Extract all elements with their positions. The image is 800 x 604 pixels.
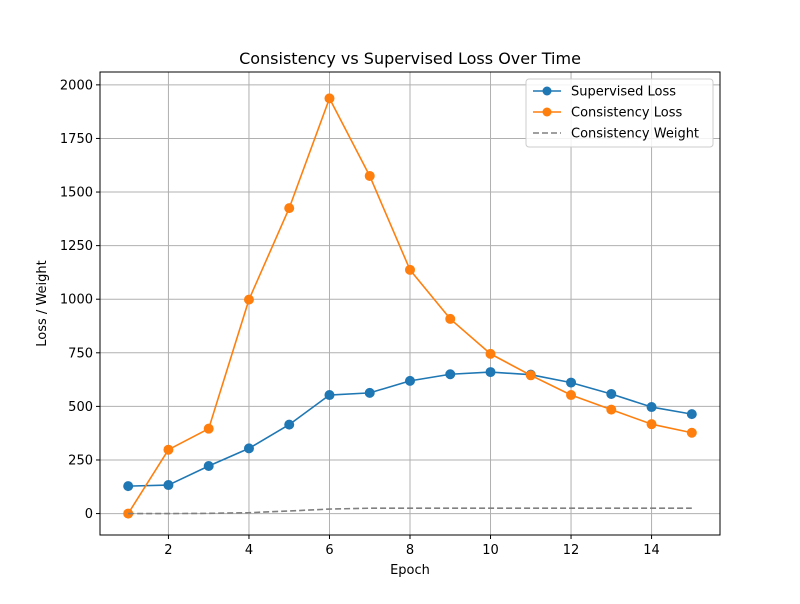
x-tick-label: 12 [563, 543, 580, 558]
supervised-loss-point [445, 369, 456, 380]
consistency-loss-point [525, 370, 536, 381]
supervised-loss-point [646, 402, 657, 413]
x-tick-label: 4 [245, 543, 253, 558]
legend-label: Consistency Weight [571, 127, 699, 142]
supervised-loss-point [203, 460, 214, 471]
y-tick-label: 0 [85, 507, 93, 522]
supervised-loss-point [324, 390, 335, 401]
legend-item-consistency-weight: Consistency Weight [533, 127, 699, 142]
legend-box [525, 78, 714, 148]
x-axis-label: Epoch [390, 563, 430, 578]
y-tick-label: 1500 [60, 186, 93, 201]
supervised-loss-point [686, 409, 697, 420]
legend-swatch-marker [542, 86, 552, 96]
consistency-loss-point [606, 404, 617, 415]
supervised-loss-point [364, 387, 375, 398]
supervised-loss-point [485, 367, 496, 378]
x-tick-label: 6 [325, 543, 333, 558]
consistency-loss-point [203, 423, 214, 434]
legend-label: Supervised Loss [571, 85, 676, 100]
consistency-weight-series [128, 507, 692, 515]
y-tick-label: 1250 [60, 239, 93, 254]
supervised-loss-point [243, 443, 254, 454]
axis-ticks: 2 4 6 8 10 12 14 0 250 500 750 1000 1250 1500 1750 2000 [60, 78, 660, 558]
consistency-loss-point [686, 427, 697, 438]
y-tick-label: 2000 [60, 78, 93, 93]
supervised-loss-point [606, 388, 617, 399]
legend: Supervised Loss Consistency Loss Consisten… [525, 78, 714, 148]
plot-series [123, 93, 697, 519]
consistency-loss-point [405, 264, 415, 275]
consistency-loss-point [324, 93, 335, 104]
x-tick-label: 10 [482, 543, 499, 558]
y-tick-label: 750 [68, 346, 93, 361]
consistency-loss-point [646, 419, 657, 430]
supervised-loss-point [123, 481, 134, 492]
y-axis-label: Loss / Weight [35, 260, 50, 346]
legend-label: Consistency Loss [571, 106, 682, 121]
consistency-loss-point [163, 444, 174, 455]
legend-swatch-marker [542, 107, 552, 117]
y-tick-label: 500 [68, 400, 93, 415]
legend-item-consistency-loss: Consistency Loss [533, 106, 682, 121]
y-tick-label: 1000 [60, 293, 93, 308]
legend-item-supervised-loss: Supervised Loss [533, 85, 676, 100]
chart-title: Consistency vs Supervised Loss Over Time [239, 49, 581, 68]
x-tick-label: 14 [643, 543, 660, 558]
consistency-loss-point [243, 294, 254, 305]
consistency-weight-line [128, 507, 692, 515]
y-tick-label: 250 [68, 453, 93, 468]
supervised-loss-point [284, 419, 295, 430]
consistency-loss-series [123, 93, 697, 519]
y-tick-label: 1750 [60, 132, 93, 147]
x-tick-label: 2 [164, 543, 172, 558]
supervised-loss-point [163, 480, 174, 491]
consistency-loss-point [284, 203, 295, 214]
consistency-loss-point [364, 170, 375, 181]
x-tick-label: 8 [406, 543, 414, 558]
consistency-loss-point [485, 348, 496, 359]
supervised-loss-point [566, 377, 577, 388]
supervised-loss-point [405, 375, 415, 386]
consistency-loss-point [566, 390, 577, 401]
consistency-loss-point [445, 313, 456, 324]
